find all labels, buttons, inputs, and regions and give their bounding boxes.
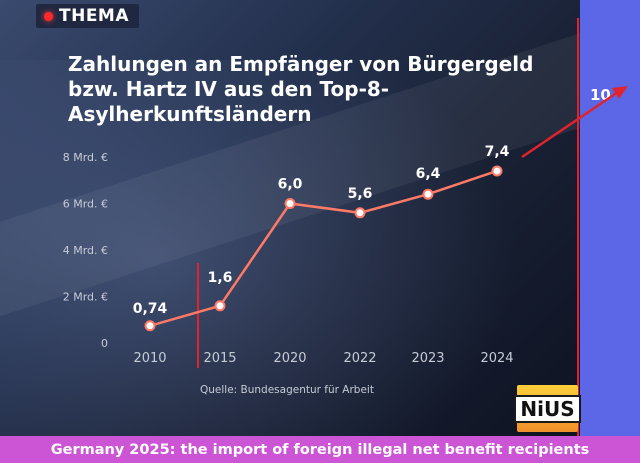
thema-label: THEMA [59, 6, 130, 26]
x-tick-label: 2023 [411, 351, 444, 366]
caption-bar: Germany 2025: the import of foreign ille… [0, 436, 640, 463]
data-point [284, 198, 296, 209]
chart-title: Zahlungen an Empfänger von Bürgergeld bz… [68, 52, 534, 126]
data-label: 0,74 [133, 301, 168, 317]
data-point [491, 165, 503, 177]
y-tick-label: 6 Mrd. € [63, 198, 108, 211]
caption-text: Germany 2025: the import of foreign ille… [50, 441, 590, 458]
chart-panel: THEMA Zahlungen an Empfänger von Bürgerg… [0, 0, 580, 436]
data-point [144, 320, 156, 332]
annotation-vertical-line [577, 18, 579, 436]
y-tick-label: 4 Mrd. € [63, 244, 108, 257]
data-label: 6,4 [416, 166, 441, 182]
data-point [422, 188, 434, 200]
data-label: 7,4 [485, 144, 510, 160]
line-chart: 0 2 Mrd. € 4 Mrd. € 6 Mrd. € 8 Mrd. € 2010 201… [63, 144, 514, 396]
data-point [214, 300, 226, 312]
live-dot-icon [44, 11, 53, 21]
data-label: 1,6 [208, 270, 233, 286]
y-tick-label: 2 Mrd. € [63, 291, 108, 304]
x-tick-label: 2015 [203, 351, 236, 366]
annotation-arrow-head-icon [612, 86, 628, 99]
x-tick-label: 2020 [273, 351, 306, 366]
y-tick-label: 0 [101, 337, 108, 350]
source-label: Quelle: Bundesagentur für Arbeit [200, 384, 374, 396]
nius-logo: NiUS [514, 385, 581, 432]
annotation-value: 10 [590, 86, 611, 104]
nius-logo-text: NiUS [514, 394, 581, 423]
data-point [354, 207, 366, 219]
data-label: 5,6 [348, 186, 373, 202]
x-tick-label: 2010 [133, 351, 166, 366]
series-line [149, 169, 498, 327]
data-label: 6,0 [278, 177, 303, 193]
thema-badge: THEMA [36, 4, 140, 28]
x-tick-label: 2024 [480, 351, 513, 366]
y-tick-label: 8 Mrd. € [63, 151, 108, 164]
x-tick-label: 2022 [343, 351, 376, 366]
